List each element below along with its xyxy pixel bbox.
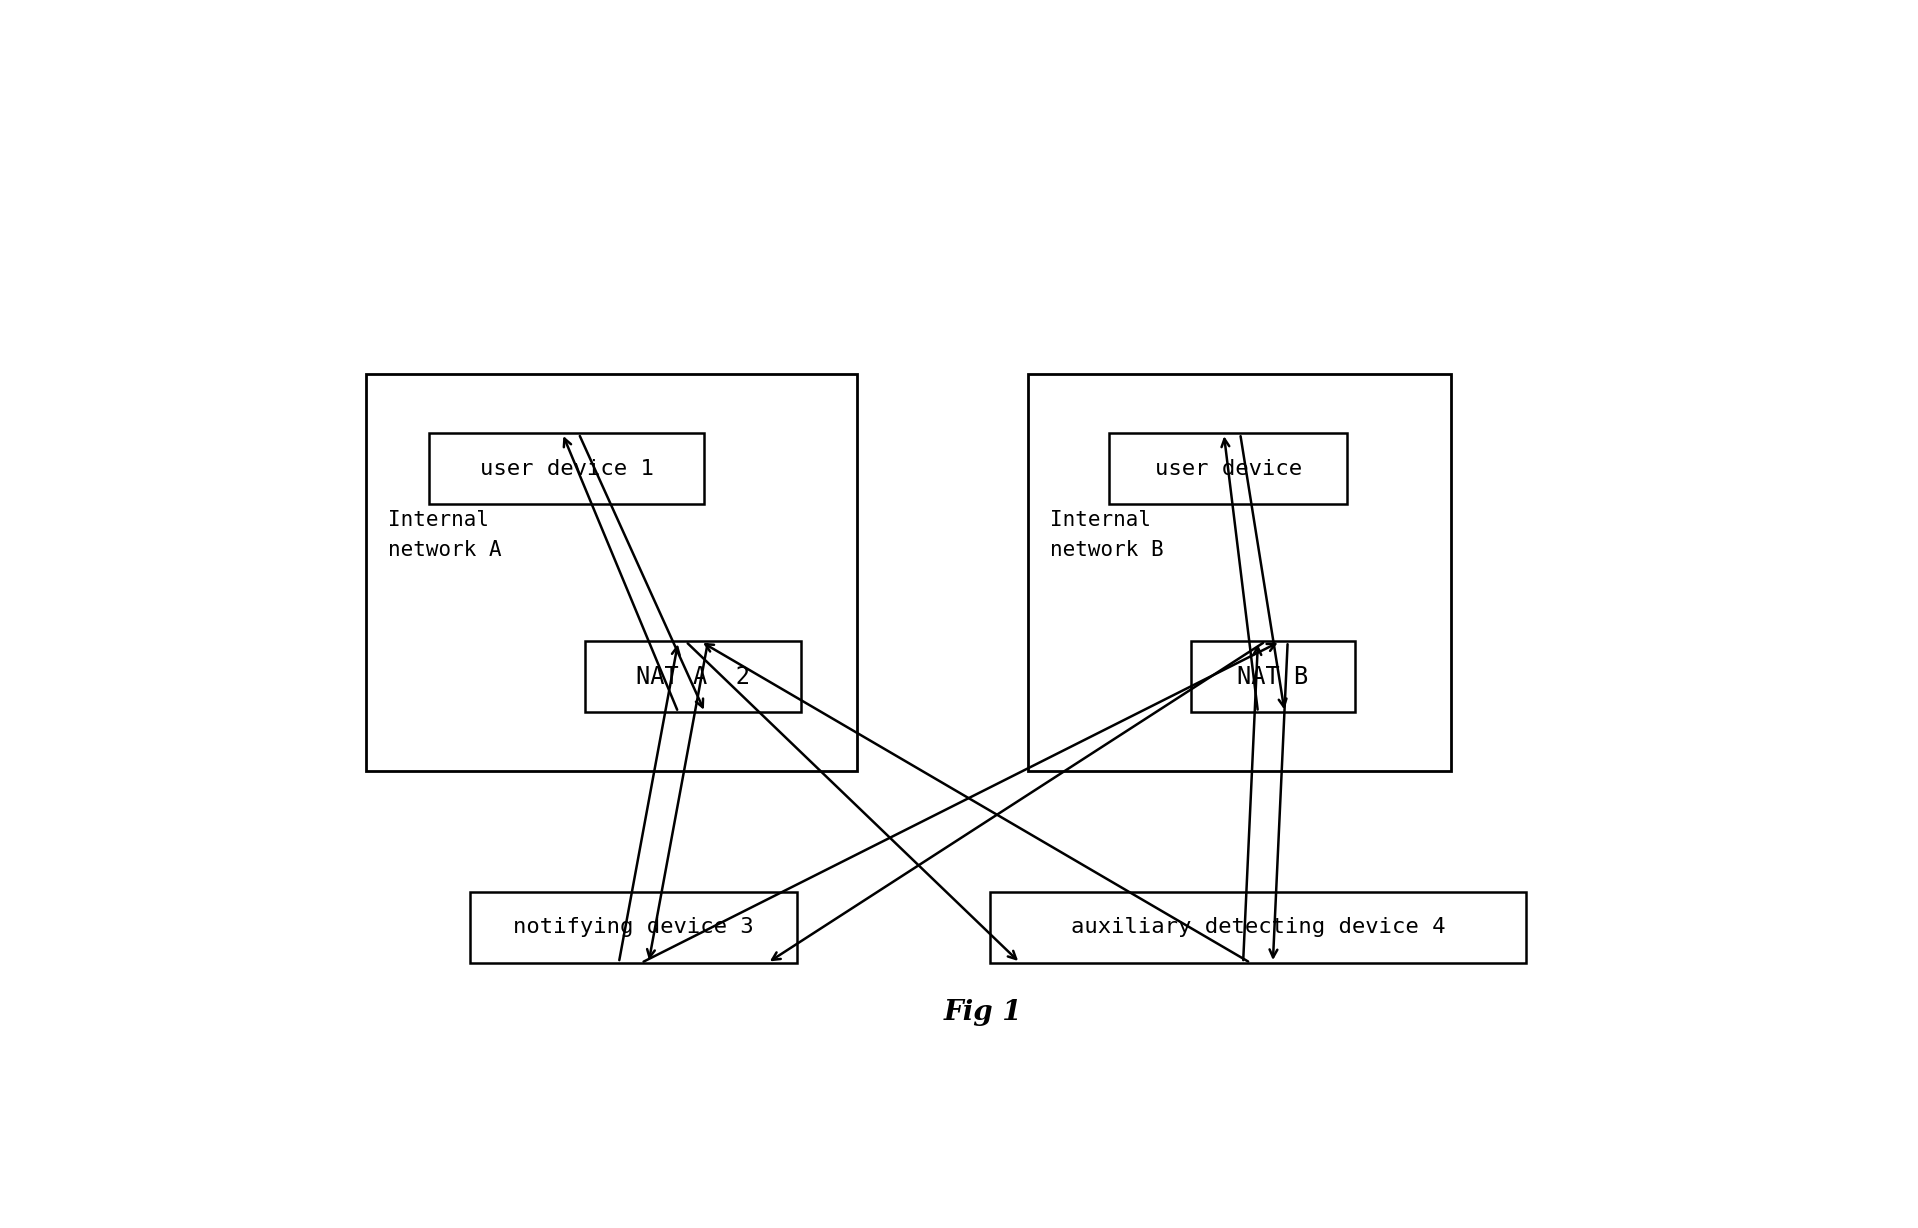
Bar	[366, 375, 857, 771]
Text: Internal
network B: Internal network B	[1049, 511, 1164, 560]
Bar	[585, 641, 802, 712]
Text: Internal
network A: Internal network A	[387, 511, 503, 560]
Bar	[1028, 375, 1452, 771]
Bar	[1109, 433, 1346, 505]
Text: user device 1: user device 1	[480, 459, 654, 479]
Text: user device: user device	[1155, 459, 1302, 479]
Text: NAT A  2: NAT A 2	[637, 664, 750, 689]
Text: auxiliary detecting device 4: auxiliary detecting device 4	[1070, 917, 1446, 937]
Bar	[430, 433, 704, 505]
Text: NAT B: NAT B	[1237, 664, 1308, 689]
Bar	[470, 892, 798, 963]
Bar	[990, 892, 1525, 963]
Text: Fig 1: Fig 1	[944, 1000, 1022, 1027]
Bar	[1191, 641, 1354, 712]
Text: notifying device 3: notifying device 3	[514, 917, 754, 937]
